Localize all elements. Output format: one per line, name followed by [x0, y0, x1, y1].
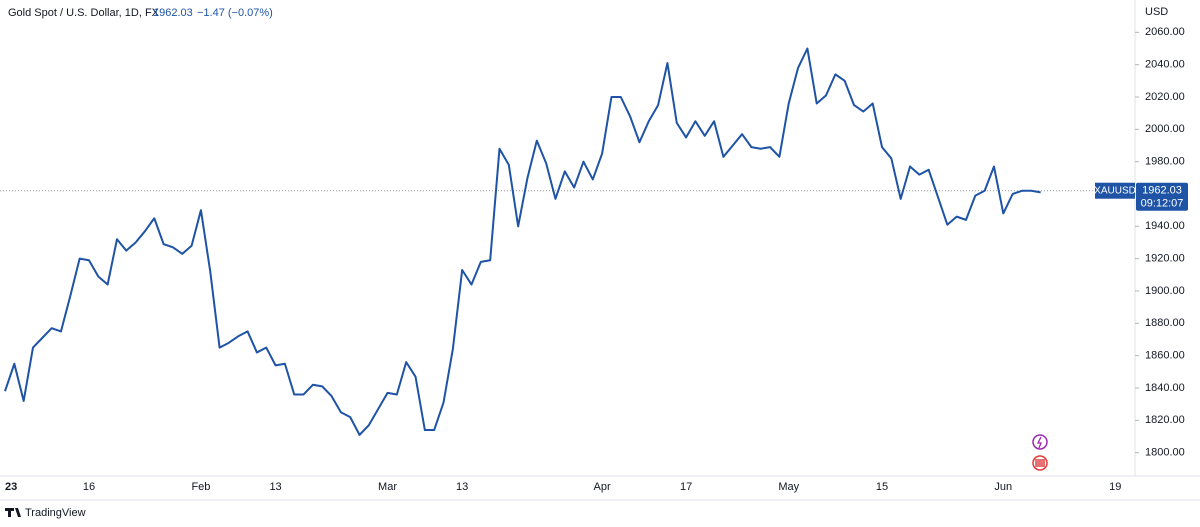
x-tick-label: 19: [1109, 481, 1121, 493]
brand-logo: [5, 508, 21, 517]
brand-name: TradingView: [25, 507, 86, 519]
event-icons: [1032, 434, 1048, 471]
y-tick-label: 2000.00: [1145, 123, 1185, 135]
x-tick-label: 23: [5, 481, 17, 493]
price-line: [4, 47, 1041, 436]
x-tick-label: Apr: [594, 481, 611, 493]
x-tick-label: 17: [680, 481, 692, 493]
x-tick-label: 13: [456, 481, 468, 493]
y-tick-label: 1980.00: [1145, 156, 1185, 168]
price-change: −1.47 (−0.07%): [197, 7, 273, 19]
price-tag-value: 1962.03: [1142, 185, 1182, 197]
price-tag: [1136, 182, 1188, 211]
x-tick-label: Mar: [378, 481, 397, 493]
x-tick-label: 13: [269, 481, 281, 493]
y-tick-label: 2020.00: [1145, 91, 1185, 103]
x-tick-label: 16: [83, 481, 95, 493]
currency-label: USD: [1145, 6, 1168, 18]
last-price: 1962.03: [153, 7, 193, 19]
x-tick-label: Feb: [191, 481, 210, 493]
flag-icon-glyph: [1035, 459, 1045, 467]
symbol-tag-label: XAUUSD: [1094, 185, 1136, 196]
y-tick-label: 2060.00: [1145, 26, 1185, 38]
x-tick-label: Jun: [994, 481, 1012, 493]
y-tick-label: 1880.00: [1145, 317, 1185, 329]
event-icon-glyph: [1036, 436, 1042, 449]
event-icon: [1032, 434, 1048, 450]
y-tick-label: 1900.00: [1145, 285, 1185, 297]
brand: TradingView: [5, 507, 86, 519]
chart-title: Gold Spot / U.S. Dollar, 1D, FX: [8, 7, 160, 19]
x-tick-label: 15: [876, 481, 888, 493]
x-tick-label: May: [778, 481, 799, 493]
y-tick-label: 1940.00: [1145, 220, 1185, 232]
y-tick-label: 1800.00: [1145, 447, 1185, 459]
price-tag-countdown: 09:12:07: [1141, 198, 1184, 210]
y-tick-label: 2040.00: [1145, 59, 1185, 71]
y-tick-label: 1840.00: [1145, 382, 1185, 394]
y-tick-label: 1920.00: [1145, 253, 1185, 265]
y-tick-label: 1820.00: [1145, 414, 1185, 426]
symbol-tag: [1095, 182, 1135, 199]
y-tick-label: 1860.00: [1145, 350, 1185, 362]
